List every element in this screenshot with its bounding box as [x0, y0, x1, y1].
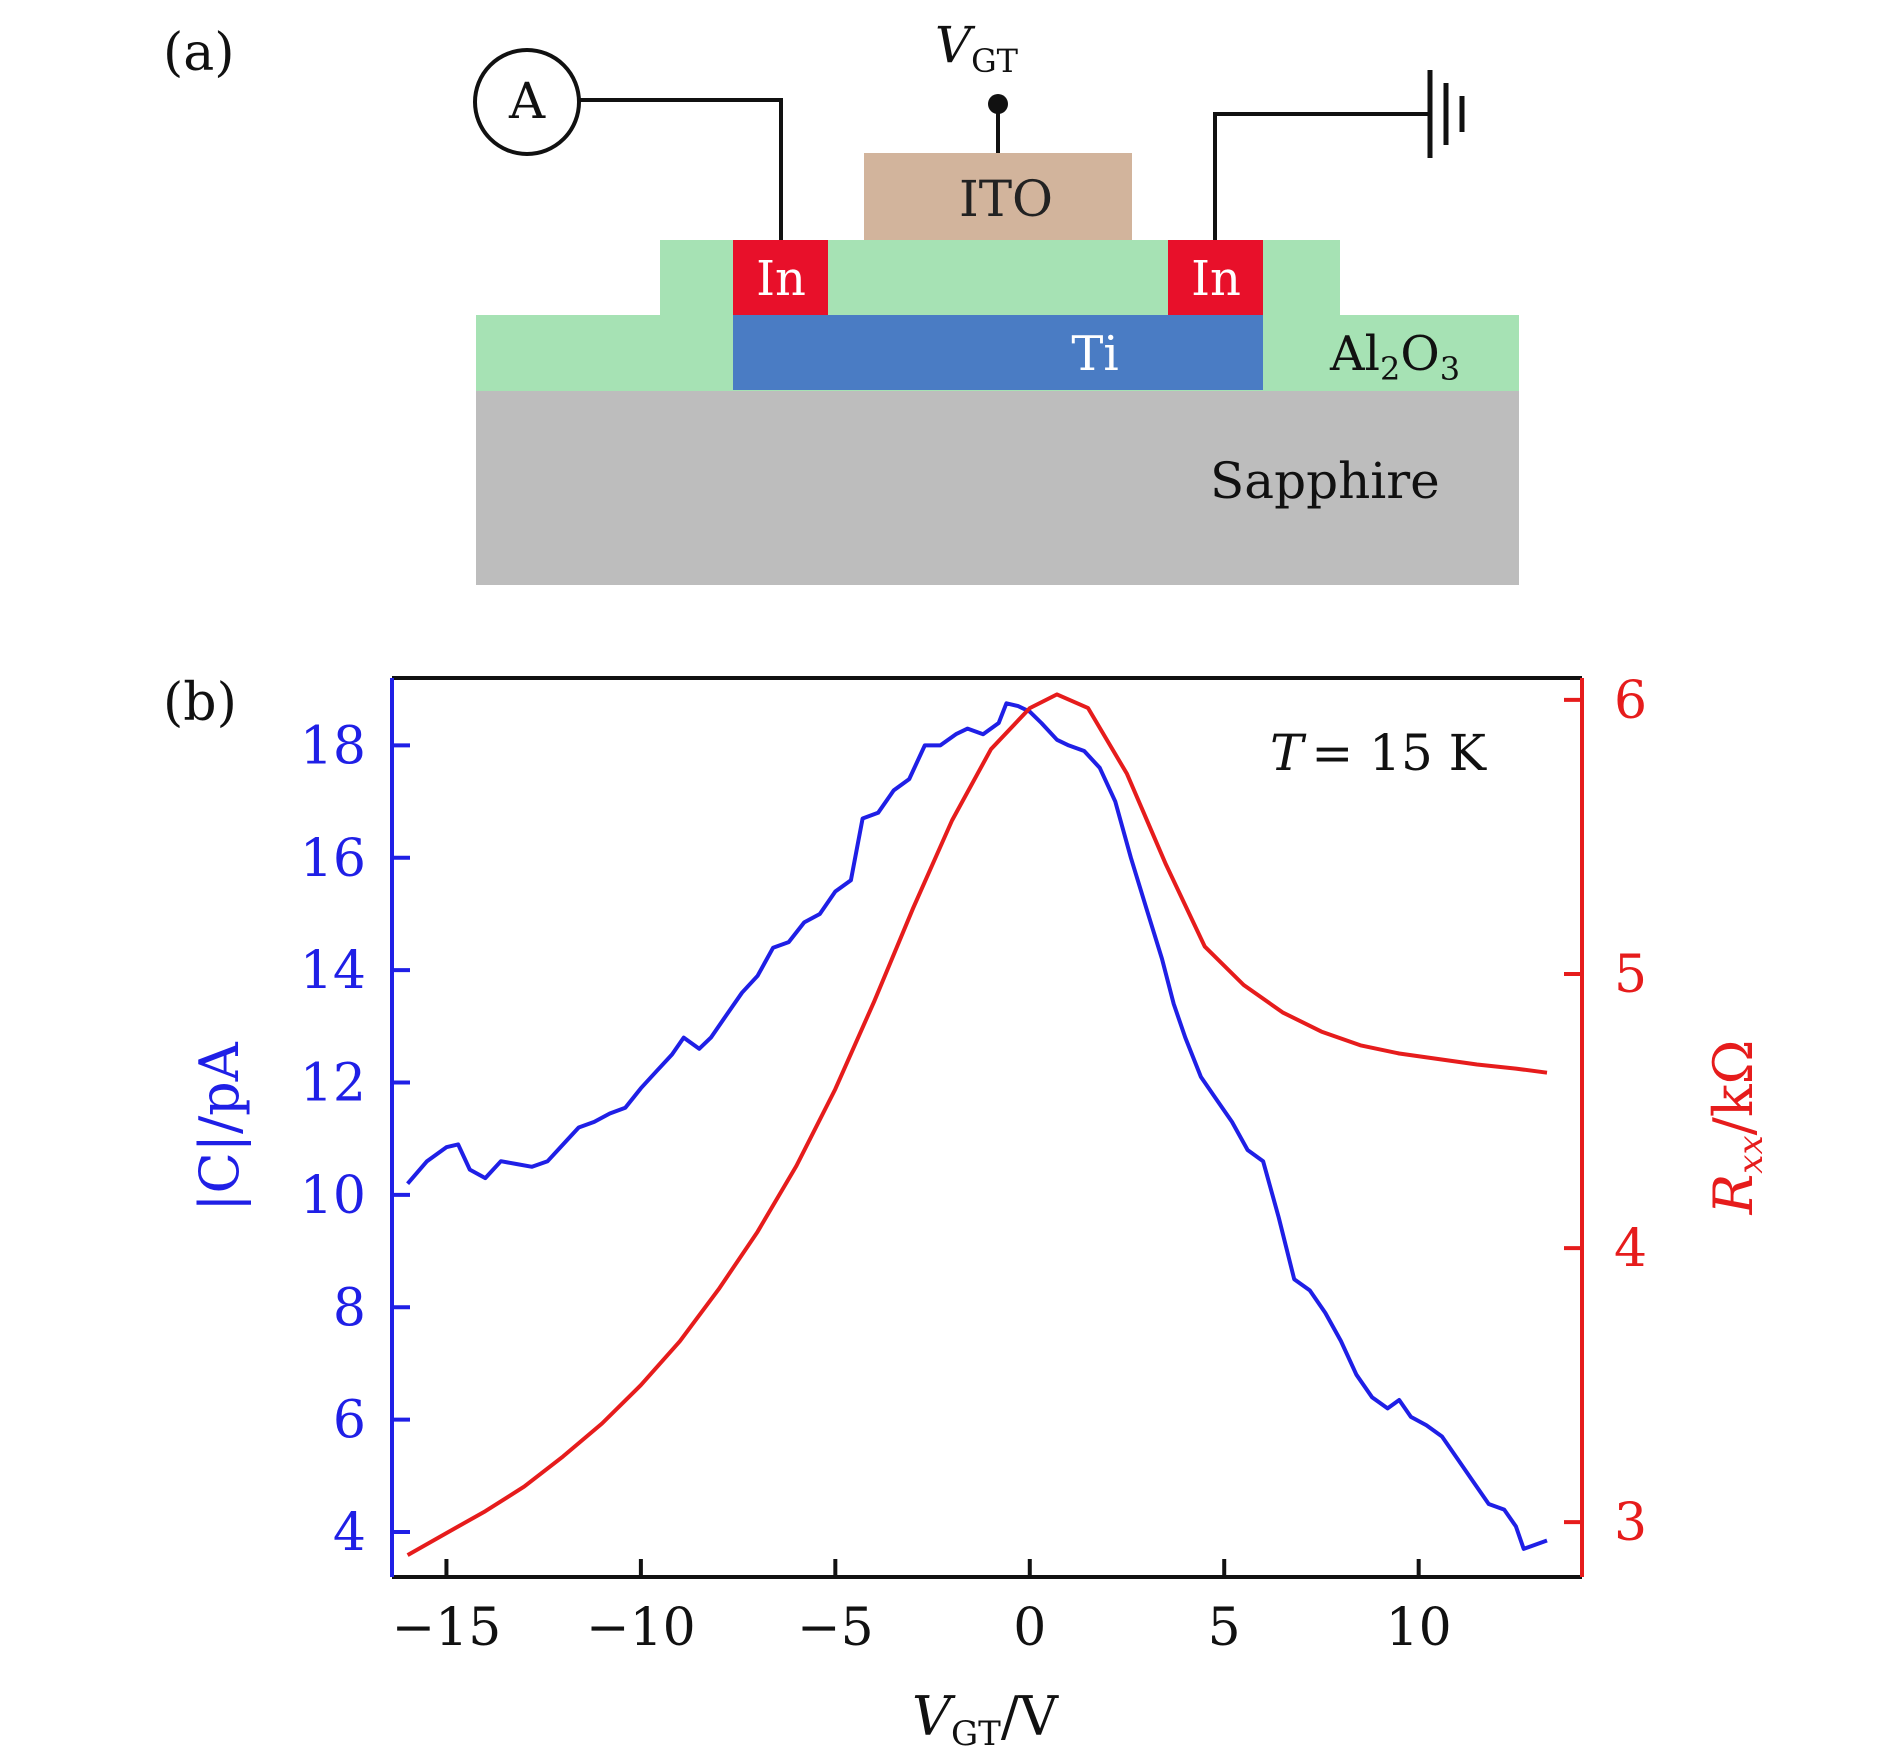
- ammeter-circle: [473, 48, 581, 156]
- x-tick-label: −10: [586, 1598, 696, 1658]
- panel-a-label: (a): [163, 23, 235, 83]
- indium-contact-right: [1168, 240, 1263, 315]
- y-left-tick-label: 4: [333, 1503, 366, 1563]
- y-right-tick-label: 6: [1614, 671, 1647, 731]
- ammeter-label: A: [508, 72, 546, 130]
- x-axis-title: VGT/V: [912, 1685, 1059, 1749]
- y-left-tick-label: 12: [300, 1054, 366, 1114]
- y-left-tick-label: 14: [300, 941, 366, 1001]
- series-rxx-line: [406, 692, 1548, 1557]
- series-layer: [406, 692, 1548, 1557]
- indium-contact-left: [733, 240, 828, 315]
- ti-film: [733, 315, 1263, 390]
- x-tick-label: 5: [1208, 1598, 1241, 1658]
- ground-icon: [1427, 70, 1465, 158]
- ti-label: Ti: [1071, 326, 1118, 382]
- sapphire-substrate: [476, 390, 1519, 585]
- x-tick-label: 10: [1386, 1598, 1452, 1658]
- x-tick-label: 0: [1013, 1598, 1046, 1658]
- temperature-annotation: T = 15 K: [1270, 724, 1488, 782]
- tick-layer: −15 −10 −5 0 5 10 4 6 8 10 12 14 16 18 3 4 5 6: [300, 671, 1647, 1658]
- y-right-tick-label: 3: [1614, 1493, 1647, 1553]
- panel-b-label: (b): [163, 673, 237, 733]
- indium-left-label: In: [756, 251, 806, 307]
- ground-wire: [1213, 112, 1430, 240]
- indium-right-label: In: [1191, 251, 1241, 307]
- y-left-tick-label: 16: [300, 829, 366, 889]
- y-axis-right-title: Rxx/kΩ: [1702, 1040, 1771, 1216]
- y-right-tick-label: 5: [1614, 945, 1647, 1005]
- gate-terminal-dot: [988, 94, 1008, 114]
- y-left-tick-label: 8: [333, 1278, 366, 1338]
- gate-voltage-label: VGT: [935, 16, 1019, 80]
- x-tick-label: −15: [392, 1598, 502, 1658]
- sapphire-label: Sapphire: [1210, 452, 1440, 510]
- y-left-tick-label: 18: [300, 716, 366, 776]
- y-right-tick-label: 4: [1614, 1219, 1647, 1279]
- ito-gate: [864, 153, 1132, 240]
- y-left-tick-label: 10: [300, 1166, 366, 1226]
- ammeter-wire: [580, 98, 783, 240]
- dual-axis-chart: (b) −15 −10 −5 0 5 10 4 6 8 10 12 14 16 18 3 4 5 6 T = 15 …: [163, 671, 1771, 1749]
- device-schematic: (a) A VGT ITO In In Ti Al2O3 Sapph: [163, 16, 1519, 585]
- ito-label: ITO: [959, 170, 1053, 228]
- x-tick-label: −5: [797, 1598, 874, 1658]
- y-left-tick-label: 6: [333, 1391, 366, 1451]
- al2o3-label: Al2O3: [1329, 326, 1460, 388]
- y-axis-left-title: |C|/pA: [188, 1041, 251, 1211]
- series-c-line: [406, 701, 1548, 1551]
